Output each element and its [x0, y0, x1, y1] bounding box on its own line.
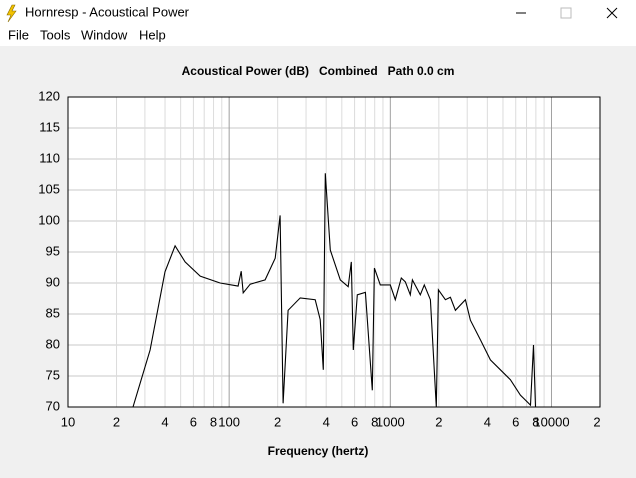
y-tick-label: 100: [38, 212, 60, 227]
y-tick-label: 80: [46, 336, 60, 351]
title-and-menu-bar: [0, 0, 636, 46]
x-tick-label: 10: [61, 414, 75, 429]
app-icon: [6, 4, 17, 23]
window-title: Hornresp - Acoustical Power: [25, 4, 190, 19]
x-tick-label: 2: [274, 414, 281, 429]
x-tick-label: 1000: [376, 414, 405, 429]
x-tick-label: 2: [435, 414, 442, 429]
y-tick-label: 95: [46, 243, 60, 258]
y-tick-label: 85: [46, 305, 60, 320]
x-tick-label: 6: [190, 414, 197, 429]
chart-title: Acoustical Power (dB) Combined Path 0.0 …: [182, 64, 455, 78]
menu-item[interactable]: Tools: [40, 27, 71, 42]
x-tick-label: 2: [593, 414, 600, 429]
x-tick-label: 4: [161, 414, 168, 429]
x-tick-label: 4: [323, 414, 330, 429]
y-tick-label: 75: [46, 367, 60, 382]
x-axis-label: Frequency (hertz): [268, 444, 369, 458]
menu-item[interactable]: File: [8, 27, 29, 42]
x-tick-label: 8: [371, 414, 378, 429]
x-tick-label: 8: [532, 414, 539, 429]
x-tick-label: 2: [113, 414, 120, 429]
close-button[interactable]: [606, 7, 618, 19]
y-tick-label: 120: [38, 88, 60, 103]
y-tick-label: 90: [46, 274, 60, 289]
y-tick-label: 110: [39, 150, 60, 165]
x-tick-label: 6: [512, 414, 519, 429]
data-line: [132, 173, 537, 407]
menu-item[interactable]: Window: [81, 27, 128, 42]
x-tick-label: 4: [484, 414, 491, 429]
x-tick-label: 100: [218, 414, 240, 429]
menu-item[interactable]: Help: [139, 27, 166, 42]
x-tick-label: 8: [210, 414, 217, 429]
plot-border: [67, 96, 601, 408]
x-tick-label: 10000: [533, 414, 569, 429]
y-tick-label: 105: [38, 181, 60, 196]
y-tick-label: 70: [46, 398, 60, 413]
maximize-button[interactable]: [560, 7, 572, 19]
y-tick-label: 115: [39, 119, 60, 134]
x-tick-label: 6: [351, 414, 358, 429]
